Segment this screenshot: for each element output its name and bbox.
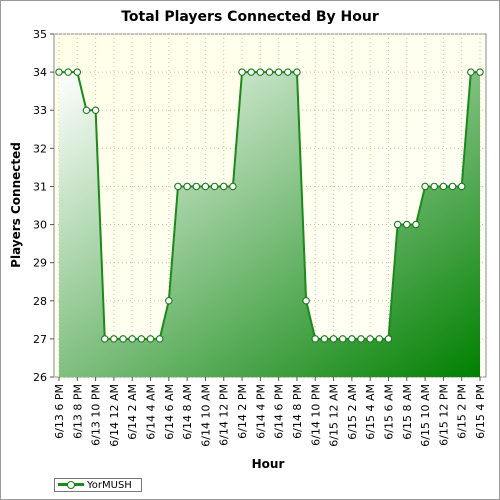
x-tick-label: 6/13 8 PM: [71, 384, 84, 439]
x-tick-label: 6/15 2 AM: [346, 384, 359, 440]
data-point: [256, 68, 265, 76]
x-axis-ticks: 6/13 6 PM 6/13 8 PM 6/13 10 PM 6/14 12 AM 6/…: [53, 377, 487, 447]
y-tick-label: 27: [33, 333, 47, 346]
data-point: [101, 335, 109, 343]
data-point: [155, 335, 164, 343]
data-point: [91, 106, 100, 114]
data-point: [302, 297, 310, 305]
data-point: [128, 335, 136, 343]
x-tick-label: 6/15 8 AM: [401, 384, 414, 440]
y-axis-ticks: 26 27 28 29 30 31 32 33 34 35: [33, 28, 54, 384]
data-point: [274, 68, 283, 76]
x-tick-label: 6/15 12 AM: [328, 384, 341, 447]
y-tick-label: 34: [33, 66, 47, 79]
data-point: [412, 220, 420, 229]
data-point: [439, 182, 448, 191]
x-tick-label: 6/14 2 AM: [126, 384, 139, 440]
x-tick-label: 6/15 10 AM: [419, 384, 432, 447]
data-point: [329, 335, 338, 343]
y-tick-label: 29: [33, 257, 47, 270]
x-tick-label: 6/13 6 PM: [53, 384, 66, 439]
x-tick-label: 6/14 10 AM: [199, 384, 212, 447]
data-point: [467, 68, 475, 76]
series-area-fill: [59, 72, 480, 377]
x-tick-label: 6/14 8 AM: [181, 384, 194, 440]
x-axis-title: Hour: [252, 457, 285, 471]
x-tick-label: 6/15 4 PM: [474, 384, 487, 439]
data-point: [247, 68, 255, 76]
data-point: [476, 68, 484, 76]
data-point: [366, 335, 374, 343]
chart-title: Total Players Connected By Hour: [121, 9, 379, 25]
data-point: [238, 68, 246, 76]
x-tick-label: 6/14 6 AM: [163, 384, 176, 440]
data-point: [293, 68, 301, 76]
x-tick-label: 6/14 8 PM: [291, 384, 304, 439]
data-point: [457, 182, 466, 191]
data-point: [55, 68, 63, 76]
data-point: [201, 182, 210, 191]
data-point: [210, 182, 219, 191]
legend-label: YorMUSH: [87, 479, 132, 491]
data-point: [284, 68, 292, 76]
legend: YorMUSH: [54, 478, 142, 492]
x-tick-label: 6/15 2 PM: [456, 384, 469, 439]
data-point: [64, 68, 72, 76]
y-tick-label: 26: [33, 371, 47, 384]
data-point: [338, 335, 347, 343]
data-point: [137, 335, 146, 343]
data-point: [430, 182, 438, 191]
x-tick-label: 6/15 4 AM: [364, 384, 377, 440]
data-point: [357, 335, 365, 343]
x-tick-label: 6/14 10 PM: [309, 384, 322, 446]
x-tick-label: 6/14 6 PM: [273, 384, 286, 439]
data-point: [229, 182, 237, 191]
x-tick-label: 6/15 12 PM: [437, 384, 450, 446]
y-axis-title: Players Connected: [9, 142, 23, 268]
data-point: [448, 182, 457, 191]
y-tick-label: 28: [33, 295, 47, 308]
y-tick-label: 33: [33, 104, 47, 117]
data-point: [146, 335, 155, 343]
legend-swatch-icon: [58, 480, 84, 490]
data-point: [421, 182, 429, 191]
y-tick-label: 30: [33, 219, 47, 232]
y-tick-label: 31: [33, 180, 47, 193]
data-point: [73, 68, 82, 76]
y-tick-label: 32: [33, 142, 47, 155]
data-point: [265, 68, 274, 76]
x-tick-label: 6/14 12 PM: [218, 384, 231, 446]
data-point: [403, 220, 411, 229]
data-points: [55, 68, 484, 343]
x-tick-label: 6/14 12 AM: [108, 384, 121, 447]
x-tick-label: 6/14 4 PM: [254, 384, 267, 439]
data-point: [174, 182, 182, 191]
data-point: [192, 182, 201, 191]
data-point: [219, 182, 228, 191]
data-point: [375, 335, 384, 343]
x-tick-label: 6/14 2 PM: [236, 384, 249, 439]
data-point: [183, 182, 191, 191]
x-tick-label: 6/15 6 AM: [382, 384, 395, 440]
x-tick-label: 6/14 4 AM: [145, 384, 158, 440]
data-point: [320, 335, 329, 343]
data-point: [82, 106, 91, 114]
data-point: [110, 335, 118, 343]
data-point: [384, 335, 393, 343]
data-point: [311, 335, 320, 343]
data-point: [165, 297, 173, 305]
x-tick-label: 6/13 10 PM: [90, 384, 103, 446]
y-tick-label: 35: [33, 28, 47, 41]
data-point: [348, 335, 356, 343]
data-point: [393, 220, 402, 229]
data-point: [119, 335, 127, 343]
